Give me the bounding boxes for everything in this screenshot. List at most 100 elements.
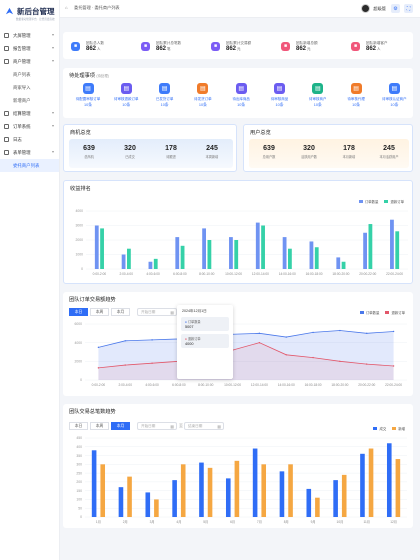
- start-date-input[interactable]: 开始日期 ▦: [137, 308, 177, 316]
- y-tick-label: 250: [76, 471, 82, 475]
- line-退款订单: [98, 342, 394, 369]
- tab-0[interactable]: 本日: [69, 308, 88, 316]
- sidebar-item[interactable]: 报告管理 ▾: [0, 42, 59, 55]
- metric-item: 245 本周新增: [192, 145, 232, 159]
- point-退款订单: [97, 367, 100, 369]
- point-退款订单: [151, 362, 153, 364]
- sidebar-item-label: 商家导入: [13, 84, 31, 90]
- todo-item[interactable]: ▤ 待配置审核订单 10条: [69, 83, 107, 108]
- metric-value: 639: [263, 145, 275, 152]
- stat-unit: 元: [237, 46, 241, 51]
- x-tick-label: 14:00-16:00: [279, 272, 296, 276]
- x-tick-label: 4:00-6:00: [146, 272, 160, 276]
- stat-item: ■ 团队新增客户 862人: [351, 34, 388, 58]
- stat-unit: 元: [307, 46, 311, 51]
- stat-item: ■ 团队新增总额 862元: [281, 34, 318, 58]
- todo-label: 待审核商品: [270, 97, 289, 101]
- business-overview-title: 商机总览: [70, 130, 91, 136]
- todo-label: 待审核退款订单: [114, 97, 139, 101]
- tab-1[interactable]: 本周: [90, 308, 109, 316]
- todo-count: 10条: [390, 103, 399, 107]
- end-date-input[interactable]: 结束日期▦: [184, 422, 224, 430]
- start-date-input[interactable]: 开始日期 ▦: [137, 422, 177, 430]
- home-icon[interactable]: ⌂: [65, 5, 68, 10]
- stat-text: 团队新增客户 862人: [366, 41, 388, 52]
- todo-item[interactable]: ▤ 已发货订单 10条: [146, 83, 184, 108]
- stat-number: 862: [366, 45, 377, 52]
- legend-swatch: [392, 427, 397, 430]
- settings-icon[interactable]: ⚙: [391, 4, 400, 13]
- agent-icon: ▤: [350, 83, 362, 94]
- sidebar-item-label: 新增商户: [13, 97, 31, 103]
- chevron-down-icon: ▾: [51, 110, 54, 115]
- sidebar-item[interactable]: 商家导入: [0, 81, 59, 94]
- todo-item[interactable]: ▤ 待审核商户 10条: [299, 83, 337, 108]
- menu-icon: [4, 46, 9, 51]
- sidebar-item[interactable]: 结算管理 ▾: [0, 107, 59, 120]
- legend-swatch: [373, 427, 378, 430]
- fullscreen-icon[interactable]: ⛶: [404, 4, 413, 13]
- sidebar-item[interactable]: 大屏管理 ▾: [0, 29, 59, 42]
- todo-label: 待发货订单: [194, 97, 212, 101]
- tab-2[interactable]: 本月: [111, 422, 130, 430]
- sidebar-item[interactable]: 商户列表: [0, 68, 59, 81]
- todo-item[interactable]: ▤ 待审核认证商户 10条: [375, 83, 413, 108]
- sidebar-item[interactable]: 商户管理 ▾: [0, 55, 59, 68]
- x-tick-label: 6月: [230, 520, 235, 524]
- logo-icon: [5, 7, 14, 14]
- order-trend-chart: 0 2000 4000 6000 0:00-2:00 2:00-4:00 4:00-6:00…: [74, 322, 407, 387]
- todo-label: 待审核认证商户: [382, 97, 407, 101]
- todo-item[interactable]: ▤ 待审核代理 10条: [337, 83, 375, 108]
- point-退款订单: [258, 341, 261, 344]
- sidebar-item[interactable]: 日志: [0, 133, 59, 146]
- todo-subtitle: (待处理): [96, 74, 109, 78]
- bar-退款订单: [261, 225, 265, 269]
- bar-订单数量: [229, 237, 233, 269]
- tooltip-value: 5007: [185, 325, 194, 329]
- metric-label: 本周新增: [205, 155, 219, 159]
- avatar[interactable]: [361, 4, 371, 13]
- bar-新增: [341, 474, 347, 517]
- breadcrumb-text[interactable]: 委托管理 · 委托商户列表: [74, 5, 120, 10]
- user-menu[interactable]: 超级管: [361, 4, 386, 13]
- user-name[interactable]: 超级管: [373, 5, 386, 11]
- tab-0[interactable]: 本日: [69, 422, 88, 430]
- stat-item: ■ 团队累计总笔数 862笔: [141, 34, 181, 58]
- sidebar-item[interactable]: 订单系统 ▾: [0, 120, 59, 133]
- stat-unit: 笔: [167, 46, 171, 51]
- todo-item[interactable]: ▤ 待审核退款订单 10条: [107, 83, 145, 108]
- bar-成交: [333, 480, 338, 517]
- sidebar-item[interactable]: 表单管理 ▾: [0, 146, 59, 159]
- todo-card: 待处理事项 (待处理) ▤ 待配置审核订单 10条 ▤ 待审核退款订单 10条 ▤ 已发货订单…: [63, 68, 413, 118]
- bar-退款订单: [341, 261, 346, 269]
- bar-新增: [315, 497, 320, 517]
- chevron-down-icon: ▾: [51, 58, 54, 63]
- stat-value: 862元: [226, 46, 251, 52]
- metric-item: 178 待跟进: [151, 145, 191, 159]
- bar-订单数量: [336, 257, 341, 269]
- todo-count: 10条: [237, 103, 246, 107]
- user-overview-title: 用户总览: [250, 130, 271, 136]
- tab-1[interactable]: 本周: [90, 422, 109, 430]
- bar-成交: [91, 450, 97, 517]
- x-tick-label: 3月: [150, 520, 155, 524]
- truck-icon: ▤: [159, 83, 171, 94]
- menu-icon: [4, 59, 9, 64]
- menu-icon: [4, 33, 9, 38]
- bar-新增: [234, 460, 240, 517]
- sidebar-item[interactable]: 新增商户: [0, 94, 59, 107]
- metric-label: 本月新增: [342, 155, 356, 159]
- bar-退款订单: [100, 228, 104, 269]
- stat-text: 团队新增总额 862元: [296, 41, 318, 52]
- sidebar-item[interactable]: 委托商户列表: [0, 159, 59, 172]
- sidebar-item-label: 表单管理: [13, 149, 31, 155]
- todo-item[interactable]: ▤ 待发货订单 10条: [184, 83, 222, 108]
- todo-item[interactable]: ▤ 待审核商品 10条: [261, 83, 299, 108]
- x-tick-label: 5月: [203, 520, 208, 524]
- bar-退款订单: [288, 248, 292, 269]
- legend-swatch: [384, 200, 389, 203]
- x-tick-label: 18:00-20:00: [332, 272, 349, 276]
- tab-2[interactable]: 本月: [111, 308, 130, 316]
- todo-item[interactable]: ▤ 待出库商品 10条: [222, 83, 260, 108]
- chevron-down-icon: ▾: [51, 149, 54, 154]
